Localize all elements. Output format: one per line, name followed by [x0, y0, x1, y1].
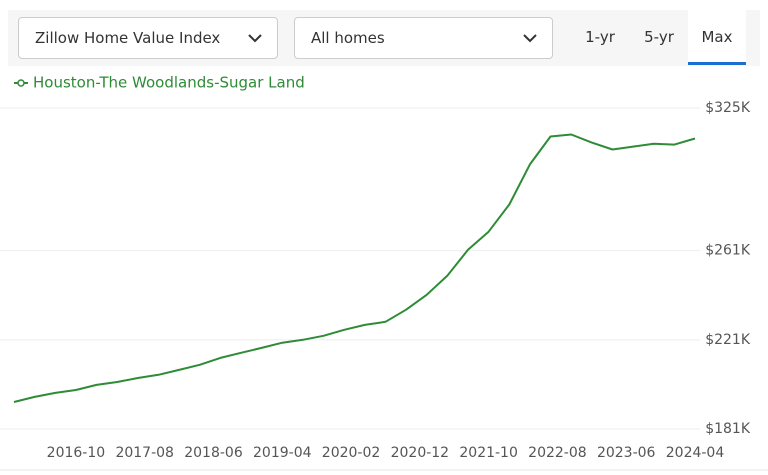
index-dropdown[interactable]: Zillow Home Value Index [18, 17, 278, 59]
x-tick-label: 2023-06 [597, 445, 656, 461]
y-tick-label: $221K [705, 332, 751, 348]
x-tick-label: 2020-12 [391, 445, 450, 461]
range-button[interactable]: Max [688, 10, 746, 65]
y-tick-label: $181K [705, 421, 751, 437]
y-tick-label: $261K [705, 243, 751, 259]
x-tick-label: 2016-10 [47, 445, 106, 461]
dropdown-label: All homes [311, 29, 385, 47]
y-tick-label: $325K [705, 100, 751, 116]
toolbar: Zillow Home Value Index All homes 1-yr 5-… [8, 10, 760, 66]
chevron [523, 34, 537, 43]
legend-marker [17, 79, 25, 87]
x-tick-label: 2024-04 [666, 445, 725, 461]
x-tick-label: 2022-08 [528, 445, 587, 461]
x-tick-label: 2020-02 [322, 445, 381, 461]
chevron [248, 34, 262, 43]
dropdown-label: Zillow Home Value Index [35, 29, 221, 47]
legend-label: Houston-The Woodlands-Sugar Land [33, 74, 305, 92]
range-button[interactable]: 1-yr [585, 28, 615, 46]
x-tick-label: 2018-06 [184, 445, 243, 461]
chart: $181K $221K $261K $325K 2016-10 2017-08 2018-0… [0, 74, 768, 471]
x-tick-label: 2019-04 [253, 445, 312, 461]
x-tick-label: 2017-08 [115, 445, 174, 461]
line [13, 133, 696, 403]
x-tick-label: 2021-10 [459, 445, 518, 461]
range-button[interactable]: 5-yr [644, 28, 674, 46]
home-type-dropdown[interactable]: All homes [294, 17, 553, 59]
